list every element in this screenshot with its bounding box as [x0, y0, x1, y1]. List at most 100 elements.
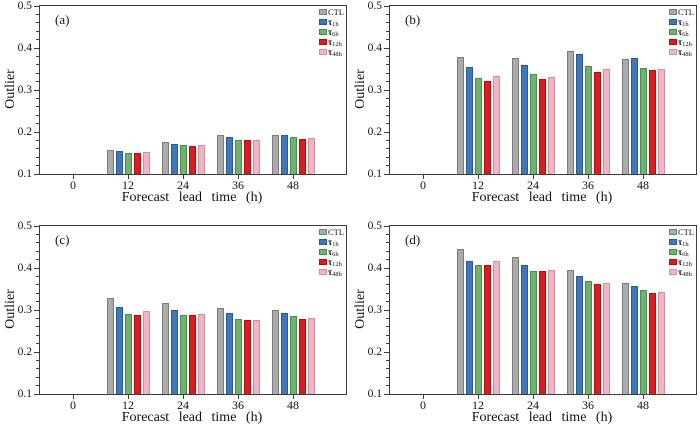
legend-item-τ6h: τ 6h: [318, 27, 344, 38]
x-tick-label: 48: [287, 398, 299, 412]
x-tick-label: 0: [420, 398, 426, 412]
bar-τ_1h-12: [465, 66, 473, 174]
bar-τ_6h-48: [639, 290, 647, 394]
y-minor-tick: [36, 148, 39, 150]
legend-label: CTL: [327, 6, 344, 17]
y-minor-tick: [36, 250, 39, 252]
x-tick-label: 24: [177, 398, 189, 412]
y-tick-label: 0.5: [367, 220, 382, 232]
bar-τ_12h-12: [133, 153, 141, 174]
bar-CTL-36: [216, 307, 224, 394]
y-tick-label: 0.1: [17, 388, 32, 400]
bar-CTL-24: [161, 303, 169, 394]
x-major-tick: [642, 174, 644, 179]
y-axis-label: Outlier: [3, 289, 18, 329]
x-major-tick: [127, 174, 129, 179]
y-minor-tick: [386, 275, 389, 277]
y-tick-label: 0.2: [17, 346, 32, 358]
legend-label-subscript: 1h: [682, 20, 689, 28]
y-major-tick: [384, 5, 389, 7]
x-axis-label: Forecast lead time (h): [471, 190, 613, 205]
legend-label-subscript: 48h: [682, 50, 692, 58]
x-tick-label: 36: [582, 178, 594, 192]
legend-label: τ: [677, 236, 683, 247]
x-tick-label: 36: [232, 178, 244, 192]
y-minor-tick: [36, 343, 39, 345]
y-major-tick: [34, 131, 39, 133]
bar-CTL-12: [106, 149, 114, 174]
y-minor-tick: [36, 13, 39, 15]
legend-label: τ: [327, 266, 333, 277]
bar-τ_12h-48: [648, 70, 656, 174]
bar-τ_48h-36: [602, 282, 610, 394]
x-axis-label: Forecast lead time (h): [121, 190, 263, 205]
y-minor-tick: [386, 385, 389, 387]
legend-label: τ: [327, 16, 333, 27]
chart-panel-b: (b) CTL τ 1h τ 6h τ 12h τ 48h 0.1 0.2 0.3 0.4 0.5 0 12…: [350, 0, 700, 219]
y-minor-tick: [386, 97, 389, 99]
legend-label: τ: [677, 266, 683, 277]
legend: CTL τ 1h τ 6h τ 12h τ 48h: [318, 6, 344, 57]
y-major-tick: [34, 267, 39, 269]
y-minor-tick: [36, 292, 39, 294]
legend-label: τ: [677, 16, 683, 27]
bar-τ_6h-24: [529, 270, 537, 394]
bar-τ_1h-36: [225, 312, 233, 394]
y-minor-tick: [386, 317, 389, 319]
y-tick-label: 0.5: [17, 220, 32, 232]
legend-item-CTL: CTL: [318, 6, 344, 17]
bar-τ_12h-24: [538, 270, 546, 394]
y-minor-tick: [386, 148, 389, 150]
legend-label: CTL: [677, 6, 694, 17]
y-minor-tick: [386, 39, 389, 41]
legend-label: CTL: [677, 226, 694, 237]
y-minor-tick: [386, 343, 389, 345]
y-minor-tick: [386, 259, 389, 261]
legend-label-subscript: 6h: [332, 30, 339, 38]
bar-τ_1h-24: [170, 309, 178, 394]
legend-swatch-icon: [318, 269, 327, 275]
x-tick-label: 48: [637, 178, 649, 192]
x-major-tick: [237, 394, 239, 399]
legend-swatch-icon: [668, 39, 677, 45]
legend-swatch-icon: [668, 19, 677, 25]
chart-panel-a: (a) CTL τ 1h τ 6h τ 12h τ 48h 0.1 0.2 0.3 0.4 0.5 0 12…: [0, 0, 350, 219]
y-minor-tick: [386, 156, 389, 158]
y-major-tick: [34, 5, 39, 7]
legend-label-subscript: 1h: [682, 240, 689, 248]
legend-swatch-icon: [668, 49, 677, 55]
bar-τ_1h-24: [520, 64, 528, 174]
bar-τ_12h-36: [243, 139, 251, 174]
y-minor-tick: [386, 250, 389, 252]
y-tick-label: 0.1: [367, 168, 382, 180]
bar-τ_48h-24: [197, 144, 205, 174]
bar-τ_6h-24: [179, 314, 187, 394]
y-minor-tick: [36, 259, 39, 261]
legend-item-τ12h: τ 12h: [668, 257, 694, 268]
bar-τ_6h-36: [234, 139, 242, 174]
y-axis-label: Outlier: [353, 289, 368, 329]
legend-swatch-icon: [668, 229, 677, 235]
x-major-tick: [477, 394, 479, 399]
y-minor-tick: [36, 165, 39, 167]
bar-τ_1h-12: [115, 151, 123, 174]
legend-label-subscript: 1h: [332, 240, 339, 248]
bar-CTL-24: [511, 257, 519, 394]
y-minor-tick: [386, 123, 389, 125]
legend-swatch-icon: [668, 259, 677, 265]
y-minor-tick: [386, 55, 389, 57]
panel-label: (b): [405, 12, 421, 27]
legend-item-CTL: CTL: [668, 226, 694, 237]
bar-CTL-36: [566, 269, 574, 394]
x-tick-label: 0: [70, 398, 76, 412]
legend-item-τ48h: τ 48h: [668, 47, 694, 58]
legend: CTL τ 1h τ 6h τ 12h τ 48h: [318, 227, 344, 277]
y-tick-label: 0.2: [17, 126, 32, 138]
bar-τ_6h-24: [179, 145, 187, 174]
panel-label: (d): [405, 232, 421, 247]
legend-label-subscript: 12h: [682, 260, 692, 268]
bar-τ_12h-12: [483, 265, 491, 394]
legend-swatch-icon: [668, 269, 677, 275]
bar-τ_12h-48: [648, 292, 656, 394]
